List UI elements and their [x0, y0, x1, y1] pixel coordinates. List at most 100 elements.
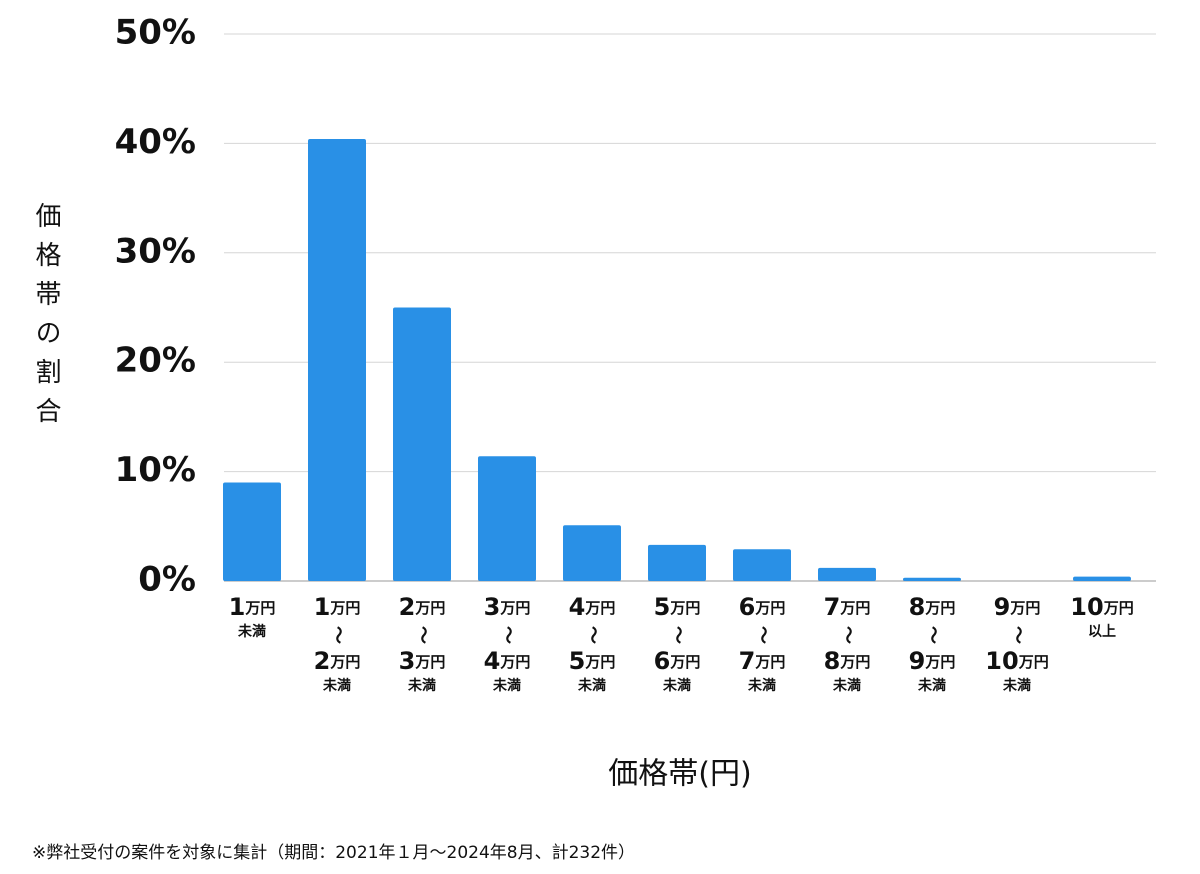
- x-tick-label: 未満: [663, 677, 691, 694]
- bar: [563, 525, 621, 581]
- x-tick-number: 4: [569, 593, 586, 621]
- x-tick-unit: 万円: [1018, 653, 1049, 671]
- x-tick-label: 7万円: [824, 593, 871, 621]
- x-tick-label: 以上: [1088, 624, 1116, 640]
- x-tick-label: 〜: [497, 626, 518, 644]
- x-tick-label: 9万円: [994, 593, 1041, 621]
- x-tick-unit: 万円: [924, 653, 955, 671]
- y-axis-title: 価格帯の割合: [31, 202, 61, 436]
- x-tick-unit: 万円: [499, 653, 530, 671]
- x-tick-label: 未満: [1003, 677, 1031, 694]
- bar: [1073, 576, 1131, 581]
- bar: [223, 482, 281, 581]
- x-tick-number: 7: [824, 593, 841, 621]
- x-tick-label: 8万円: [824, 647, 871, 675]
- x-tick-unit: 万円: [669, 653, 700, 671]
- bar: [818, 567, 876, 581]
- x-tick-number: 7: [739, 647, 756, 675]
- x-tick-label: 6万円: [739, 593, 786, 621]
- x-tick-label: 未満: [833, 677, 861, 694]
- bar: [733, 549, 791, 581]
- x-tick-label: 10万円: [1070, 593, 1133, 621]
- x-tick-label: 未満: [578, 677, 606, 694]
- x-tick-label: 未満: [748, 677, 776, 694]
- x-tick-label: 未満: [238, 623, 266, 640]
- x-tick-number: 9: [909, 647, 926, 675]
- x-tick-unit: 万円: [499, 599, 530, 617]
- y-tick-label: 40%: [115, 122, 196, 162]
- x-tick-unit: 万円: [754, 599, 785, 617]
- x-tick-unit: 万円: [669, 599, 700, 617]
- x-tick-label: 3万円: [399, 647, 446, 675]
- x-tick-label: 5万円: [569, 647, 616, 675]
- x-tick-unit: 万円: [754, 653, 785, 671]
- x-tick-label: 〜: [922, 626, 943, 644]
- y-tick-label: 0%: [138, 560, 196, 600]
- x-tick-label: 4万円: [569, 593, 616, 621]
- x-tick-label: 未満: [408, 677, 436, 694]
- x-tick-label: 未満: [493, 677, 521, 694]
- x-tick-label: 〜: [582, 626, 603, 644]
- x-tick-label: 〜: [412, 626, 433, 644]
- x-tick-number: 6: [739, 593, 756, 621]
- y-tick-label: 20%: [115, 341, 196, 381]
- x-tick-label: 10万円: [985, 647, 1048, 675]
- bar: [308, 139, 366, 582]
- bar: [393, 307, 451, 581]
- x-tick-number: 3: [399, 647, 416, 675]
- x-tick-unit: 万円: [584, 653, 615, 671]
- x-tick-label: 未満: [918, 677, 946, 694]
- x-tick-unit: 万円: [584, 599, 615, 617]
- x-tick-label: 4万円: [484, 647, 531, 675]
- x-tick-label: 7万円: [739, 647, 786, 675]
- x-tick-label: 未満: [323, 677, 351, 694]
- x-tick-label: 8万円: [909, 593, 956, 621]
- x-tick-label: 〜: [667, 626, 688, 644]
- x-tick-unit: 万円: [329, 599, 360, 617]
- x-tick-number: 1: [314, 593, 331, 621]
- x-tick-unit: 万円: [414, 653, 445, 671]
- x-tick-unit: 万円: [839, 653, 870, 671]
- x-tick-unit: 万円: [1009, 599, 1040, 617]
- x-tick-label: 〜: [837, 626, 858, 644]
- x-tick-unit: 万円: [414, 599, 445, 617]
- x-tick-label: 1万円: [229, 593, 276, 621]
- x-tick-number: 9: [994, 593, 1011, 621]
- x-tick-number: 8: [909, 593, 926, 621]
- x-tick-unit: 万円: [1103, 599, 1134, 617]
- x-tick-number: 5: [569, 647, 586, 675]
- footnote: ※弊社受付の案件を対象に集計（期間：2021年１月～2024年8月、計232件）: [32, 843, 635, 863]
- x-tick-number: 10: [985, 647, 1018, 675]
- x-axis-title: 価格帯(円): [608, 757, 751, 792]
- x-tick-label: 9万円: [909, 647, 956, 675]
- x-tick-label: 6万円: [654, 647, 701, 675]
- x-tick-number: 10: [1070, 593, 1103, 621]
- x-tick-label: 〜: [327, 626, 348, 644]
- y-tick-label: 30%: [115, 231, 196, 271]
- x-tick-label: 2万円: [399, 593, 446, 621]
- x-tick-number: 6: [654, 647, 671, 675]
- y-tick-label: 50%: [115, 13, 196, 53]
- bar: [903, 577, 961, 581]
- x-tick-unit: 万円: [839, 599, 870, 617]
- x-tick-number: 2: [314, 647, 331, 675]
- x-tick-label: 〜: [752, 626, 773, 644]
- x-tick-label: 〜: [1007, 626, 1028, 644]
- x-tick-unit: 万円: [329, 653, 360, 671]
- x-tick-label: 2万円: [314, 647, 361, 675]
- x-tick-number: 2: [399, 593, 416, 621]
- x-tick-number: 3: [484, 593, 501, 621]
- x-tick-number: 4: [484, 647, 501, 675]
- x-tick-unit: 万円: [924, 599, 955, 617]
- x-tick-label: 3万円: [484, 593, 531, 621]
- y-tick-label: 10%: [115, 450, 196, 490]
- x-tick-unit: 万円: [244, 599, 275, 617]
- x-tick-label: 5万円: [654, 593, 701, 621]
- x-tick-label: 1万円: [314, 593, 361, 621]
- bar: [648, 544, 706, 581]
- bar: [478, 456, 536, 581]
- x-tick-number: 8: [824, 647, 841, 675]
- x-tick-number: 1: [229, 593, 246, 621]
- x-tick-number: 5: [654, 593, 671, 621]
